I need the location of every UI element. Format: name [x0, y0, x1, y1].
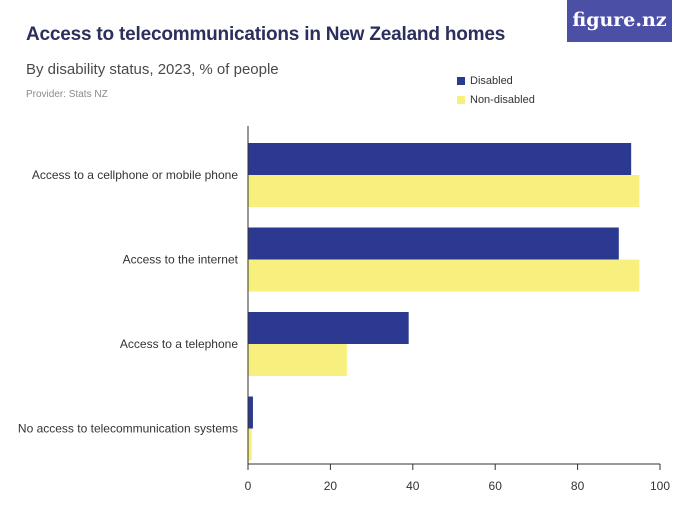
- bar-disabled-no-access-to-telecommunication-systems: [248, 396, 253, 429]
- bar-non-disabled-no-access-to-telecommunication-systems: [248, 428, 252, 461]
- bar-non-disabled-access-to-a-cellphone-or-mobile-phone: [248, 175, 640, 207]
- bar-disabled-access-to-a-cellphone-or-mobile-phone: [248, 143, 632, 175]
- bar-disabled-access-to-the-internet: [248, 227, 619, 260]
- legend-label-disabled: Disabled: [470, 74, 513, 87]
- legend-item-disabled: Disabled: [457, 71, 535, 90]
- category-label-access-to-a-cellphone-or-mobile-phone: Access to a cellphone or mobile phone: [32, 168, 238, 182]
- x-tick-label-40: 40: [406, 479, 420, 493]
- category-label-access-to-the-internet: Access to the internet: [123, 253, 239, 267]
- legend-label-non-disabled: Non-disabled: [470, 93, 535, 106]
- legend-swatch-non-disabled: [457, 95, 465, 104]
- bar-non-disabled-access-to-a-telephone: [248, 344, 347, 376]
- chart-title: Access to telecommunications in New Zeal…: [26, 24, 506, 45]
- category-label-no-access-to-telecommunication-systems: No access to telecommunication systems: [18, 422, 238, 436]
- x-tick-label-80: 80: [571, 479, 585, 493]
- data-provider: Provider: Stats NZ: [26, 89, 108, 100]
- legend-item-non-disabled: Non-disabled: [457, 90, 535, 109]
- legend: Disabled Non-disabled: [457, 71, 535, 109]
- bars-group: [248, 143, 640, 461]
- chart-subtitle: By disability status, 2023, % of people: [26, 61, 279, 78]
- x-axis: 0 20 40 60 80 100: [245, 463, 670, 493]
- figure-nz-logo[interactable]: figure.nz: [567, 0, 672, 42]
- legend-swatch-disabled: [457, 76, 465, 85]
- x-tick-label-60: 60: [489, 479, 503, 493]
- bar-disabled-access-to-a-telephone: [248, 312, 409, 344]
- category-label-access-to-a-telephone: Access to a telephone: [120, 337, 238, 351]
- x-tick-label-20: 20: [324, 479, 338, 493]
- category-labels: Access to a cellphone or mobile phone Acc…: [18, 168, 239, 436]
- x-tick-label-0: 0: [245, 479, 252, 493]
- bar-non-disabled-access-to-the-internet: [248, 259, 640, 292]
- x-tick-label-100: 100: [650, 479, 670, 493]
